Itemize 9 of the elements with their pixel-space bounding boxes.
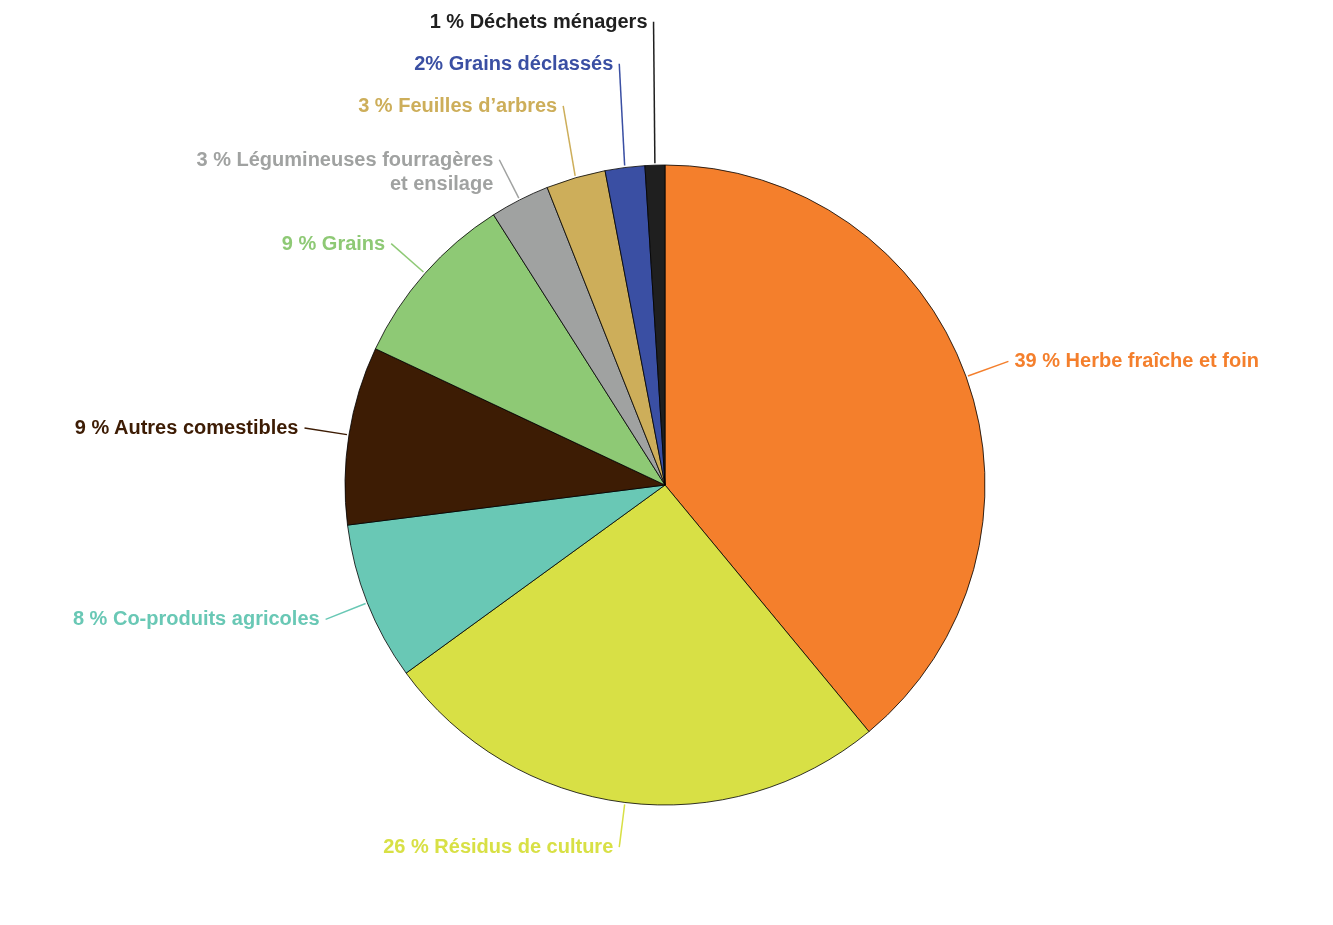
- slice-label: 3 % Légumineuses fourragères et ensilage: [196, 147, 494, 194]
- slice-label: 9 % Grains: [281, 231, 386, 254]
- slice-label: 9 % Autres comestibles: [74, 415, 299, 438]
- slice-label: 26 % Résidus de culture: [383, 835, 614, 858]
- slice-label: 8 % Co-produits agricoles: [72, 607, 320, 630]
- slice-label: 39 % Herbe fraîche et foin: [1014, 349, 1259, 372]
- slice-label: 1 % Déchets ménagers: [429, 9, 648, 32]
- slice-label: 3 % Feuilles d’arbres: [358, 93, 558, 116]
- slice-label: 2% Grains déclassés: [414, 51, 614, 74]
